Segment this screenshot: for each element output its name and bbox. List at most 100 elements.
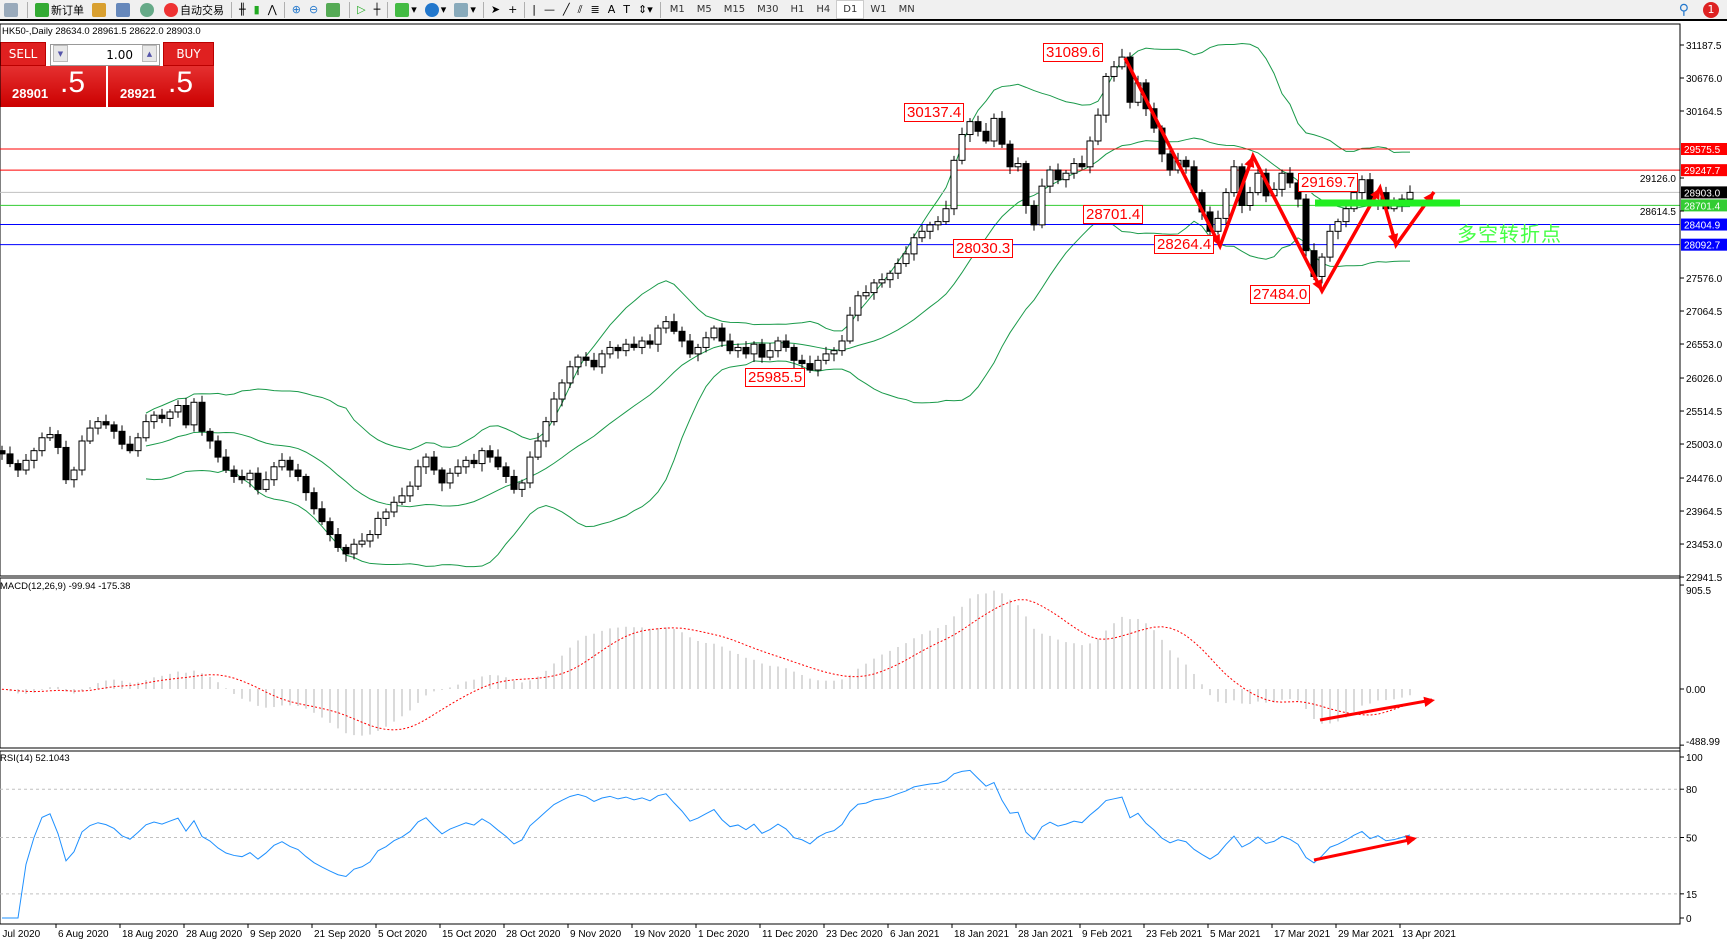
bear-candle xyxy=(182,405,190,426)
terminal-icon xyxy=(116,2,130,17)
rsi-divergence-arrow xyxy=(1313,837,1415,862)
lot-decrease-button[interactable]: ▼ xyxy=(53,45,68,62)
templates-button[interactable]: ▾ xyxy=(450,0,480,19)
timeframe-m1[interactable]: M1 xyxy=(669,4,685,15)
toolbar-button-terminal[interactable] xyxy=(112,0,136,19)
price-annotation[interactable]: 27484.0 xyxy=(1250,285,1311,304)
date-tick-label: 18 Aug 2020 xyxy=(122,929,179,940)
date-tick-label: 28 Jan 2021 xyxy=(1018,929,1073,940)
bear-candle xyxy=(238,475,246,481)
price-tick-label: 28614.5 xyxy=(1640,207,1677,218)
bear-candle xyxy=(646,340,654,345)
channel-button[interactable]: ⫽ xyxy=(574,0,587,19)
bear-candle xyxy=(438,469,446,484)
periods-button[interactable]: ▾ xyxy=(421,0,451,19)
bull-candle xyxy=(638,340,646,348)
bull-candle xyxy=(918,230,926,239)
price-annotation[interactable]: 25985.5 xyxy=(745,368,806,387)
tile-windows-button[interactable] xyxy=(322,0,346,19)
rsi-tick-label: 0 xyxy=(1686,914,1692,925)
new-order-button[interactable]: 新订单 xyxy=(31,0,88,19)
zoom-out-button[interactable]: ⊖ xyxy=(305,0,322,19)
vertical-line-button[interactable]: | xyxy=(528,0,540,19)
price-annotation[interactable]: 28030.3 xyxy=(953,239,1014,258)
text-button[interactable]: A xyxy=(604,0,620,19)
toolbar-button-metaeditor[interactable] xyxy=(88,0,112,19)
date-tick-label: 7 Jul 2020 xyxy=(0,929,41,940)
bull-candle xyxy=(174,405,182,413)
zoom-in-button[interactable]: ⊕ xyxy=(288,0,305,19)
timeframe-m30[interactable]: M30 xyxy=(757,4,779,15)
chart-shift-button[interactable]: ┼ xyxy=(370,0,385,19)
arrows-button[interactable]: ⇕▾ xyxy=(634,0,657,19)
search-icon[interactable]: ⚲ xyxy=(1678,2,1689,18)
timeframe-m5[interactable]: M5 xyxy=(696,4,712,15)
bear-candle xyxy=(62,446,70,481)
lot-size-input[interactable]: 1.00 xyxy=(50,44,160,66)
bar-chart-button[interactable]: ╫ xyxy=(235,0,250,19)
bull-candle xyxy=(926,224,934,232)
fibonacci-button[interactable]: ≣ xyxy=(587,0,604,19)
channel-icon: ⫽ xyxy=(577,2,583,16)
toolbar-button-properties[interactable] xyxy=(0,0,24,19)
magnifier-chart-icon xyxy=(4,2,18,17)
auto-trading-button[interactable]: 自动交易 xyxy=(160,0,228,19)
buy-price[interactable]: 28921 .5 xyxy=(108,66,214,107)
price-annotation[interactable]: 30137.4 xyxy=(904,103,965,122)
trendline-button[interactable]: ╱ xyxy=(559,0,574,19)
timeframe-m15[interactable]: M15 xyxy=(723,4,746,15)
bull-candle xyxy=(46,434,54,439)
template-icon xyxy=(454,2,469,17)
bear-candle xyxy=(510,475,518,490)
horizontal-line-button[interactable]: — xyxy=(540,0,559,19)
toolbar: 新订单 自动交易 ╫ ▮ ⋀ ⊕ ⊖ ▷ ┼ ▾ ▾ ▾ ➤ + | — ╱ ⫽… xyxy=(0,0,1727,21)
timeframe-mn[interactable]: MN xyxy=(898,4,915,15)
turning-point-note[interactable]: 多空转折点 xyxy=(1457,222,1562,246)
timeframe-w1[interactable]: W1 xyxy=(870,4,887,15)
bull-candle xyxy=(150,414,158,423)
bull-candle xyxy=(398,495,406,503)
bull-candle xyxy=(886,272,894,281)
bull-candle xyxy=(662,321,670,329)
bear-candle xyxy=(198,401,206,432)
bull-candle xyxy=(654,327,662,345)
autoscroll-button[interactable]: ▷ xyxy=(353,0,369,19)
price-annotation[interactable]: 29169.7 xyxy=(1298,173,1359,192)
sell-button[interactable]: SELL xyxy=(0,42,46,66)
price-tick-label: 27064.5 xyxy=(1686,307,1723,318)
indicators-button[interactable]: ▾ xyxy=(391,0,421,19)
bull-candle xyxy=(702,337,710,348)
bear-candle xyxy=(582,356,590,361)
buy-button[interactable]: BUY xyxy=(163,42,214,66)
crosshair-button[interactable]: + xyxy=(504,0,521,19)
price-annotation[interactable]: 28264.4 xyxy=(1154,235,1215,254)
line-chart-button[interactable]: ⋀ xyxy=(264,0,281,19)
toolbar-right: ⚲ 1 xyxy=(1679,0,1719,20)
bull-candle xyxy=(1342,208,1350,223)
clock-icon xyxy=(424,2,439,17)
candlestick-button[interactable]: ▮ xyxy=(250,0,264,19)
bear-candle xyxy=(286,459,294,471)
cursor-button[interactable]: ➤ xyxy=(487,0,504,19)
arrow-head xyxy=(1388,233,1399,245)
timeframe-d1[interactable]: D1 xyxy=(836,0,865,19)
lot-increase-button[interactable]: ▲ xyxy=(142,45,157,62)
bear-candle xyxy=(806,363,814,371)
bull-candle xyxy=(838,340,846,352)
date-tick-label: 5 Oct 2020 xyxy=(378,929,427,940)
one-click-trading-panel: SELL 1.00 ▼ ▲ BUY 28901 .5 28921 .5 xyxy=(0,42,214,107)
price-annotation[interactable]: 31089.6 xyxy=(1043,43,1104,62)
price-annotation[interactable]: 28701.4 xyxy=(1083,205,1144,224)
bear-candle xyxy=(310,492,318,510)
timeframe-h1[interactable]: H1 xyxy=(790,4,805,15)
timeframe-h4[interactable]: H4 xyxy=(816,4,831,15)
sell-price[interactable]: 28901 .5 xyxy=(0,66,106,107)
bull-candle xyxy=(534,440,542,458)
bull-candle xyxy=(1038,185,1046,226)
toolbar-button-signals[interactable] xyxy=(136,0,160,19)
notification-badge[interactable]: 1 xyxy=(1703,2,1719,18)
bear-candle xyxy=(1126,56,1134,103)
text-label-button[interactable]: T xyxy=(619,0,634,19)
bull-candle xyxy=(950,159,958,210)
